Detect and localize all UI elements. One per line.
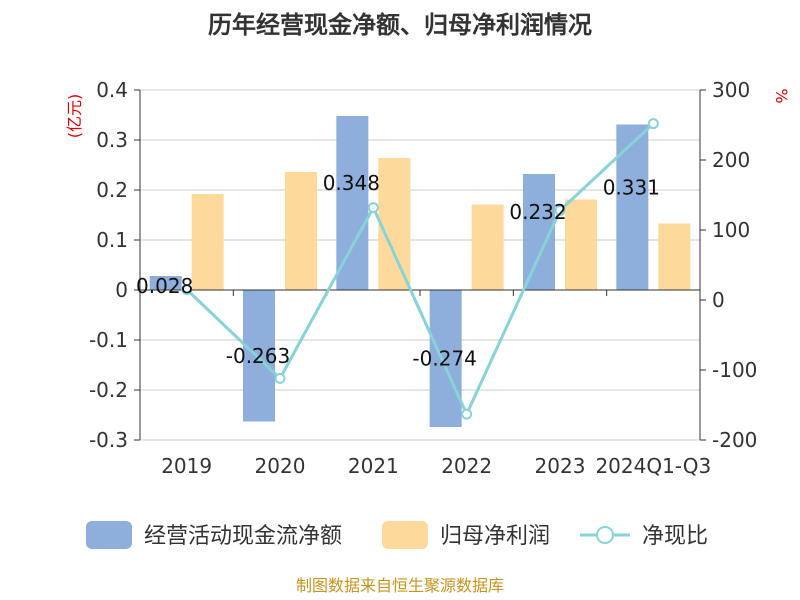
cashflow-data-label: 0.028 [136, 274, 193, 298]
data-labels: 0.028 -0.263 0.348 -0.274 0.232 0.331 [136, 171, 660, 371]
ratio-point [461, 408, 473, 420]
legend: 经营活动现金流净额 归母净利润 净现比 [86, 521, 708, 549]
right-axis-tick-label: -100 [712, 358, 757, 382]
bar-cashflow [243, 290, 275, 422]
ratio-line-path [185, 122, 655, 418]
ratio-point [274, 372, 286, 384]
bars [149, 116, 691, 427]
ratio-point [181, 284, 193, 295]
ratio-point [554, 204, 566, 216]
bar-net-profit [471, 204, 504, 290]
x-axis-tick-label: 2021 [348, 454, 399, 478]
legend-label-cashflow: 经营活动现金流净额 [144, 524, 342, 549]
legend-swatch-ratio-marker [596, 526, 614, 544]
right-axis-tick-label: 200 [712, 148, 750, 172]
grid-lines [140, 89, 700, 441]
bar-cashflow [429, 290, 462, 427]
chart-title: 历年经营现金净额、归母净利润情况 [208, 11, 592, 39]
bar-net-profit [658, 223, 691, 290]
bar-net-profit [285, 172, 317, 290]
left-axis-tick-label: 0.3 [96, 128, 128, 152]
left-axis-tick-label: -0.2 [89, 378, 128, 402]
cashflow-data-label: -0.274 [412, 347, 476, 371]
right-axis-tick-label: 100 [712, 218, 750, 242]
ratio-line [181, 118, 659, 420]
cashflow-data-label: -0.263 [226, 344, 290, 368]
legend-swatch-net-profit [382, 521, 428, 549]
left-axis-tick-label: 0 [115, 278, 128, 302]
left-axis-tick-label: 0.4 [96, 78, 128, 102]
x-axis-tick-label: 2023 [535, 454, 586, 478]
right-axis-tick-label: 300 [712, 78, 750, 102]
right-axis-tick-label: -200 [712, 428, 757, 452]
x-axis-tick-label: 2024Q1-Q3 [595, 454, 711, 478]
ratio-point [367, 202, 379, 214]
x-axis-tick-label: 2019 [161, 454, 212, 478]
cashflow-data-label: 0.348 [323, 171, 380, 195]
left-axis-unit: (亿元) [65, 94, 84, 139]
right-axis-tick-label: 0 [712, 288, 725, 312]
legend-label-ratio: 净现比 [642, 524, 708, 549]
bar-cashflow [149, 276, 182, 290]
right-axis-unit: % [772, 88, 791, 103]
left-axis-tick-label: 0.2 [96, 178, 128, 202]
bar-cashflow [616, 124, 649, 290]
left-axis-tick-label: -0.1 [89, 328, 128, 352]
x-axis-tick-label: 2022 [441, 454, 492, 478]
cashflow-data-label: 0.232 [509, 200, 566, 224]
bar-cashflow [336, 116, 369, 290]
legend-swatch-cashflow [86, 521, 132, 549]
x-axis-tick-label: 2020 [255, 454, 306, 478]
cashflow-data-label: 0.331 [603, 175, 660, 199]
ratio-point [647, 118, 659, 130]
source-note: 制图数据来自恒生聚源数据库 [296, 576, 504, 595]
left-axis-tick-label: 0.1 [96, 228, 128, 252]
legend-label-net-profit: 归母净利润 [440, 524, 550, 549]
bar-net-profit [565, 199, 597, 290]
bar-net-profit [378, 158, 411, 290]
axes: 0.4 0.3 0.2 0.1 0 -0.1 -0.2 -0.3 300 200 100 0 -100 -… [89, 78, 757, 478]
bar-net-profit [191, 194, 224, 290]
left-axis-tick-label: -0.3 [89, 428, 128, 452]
